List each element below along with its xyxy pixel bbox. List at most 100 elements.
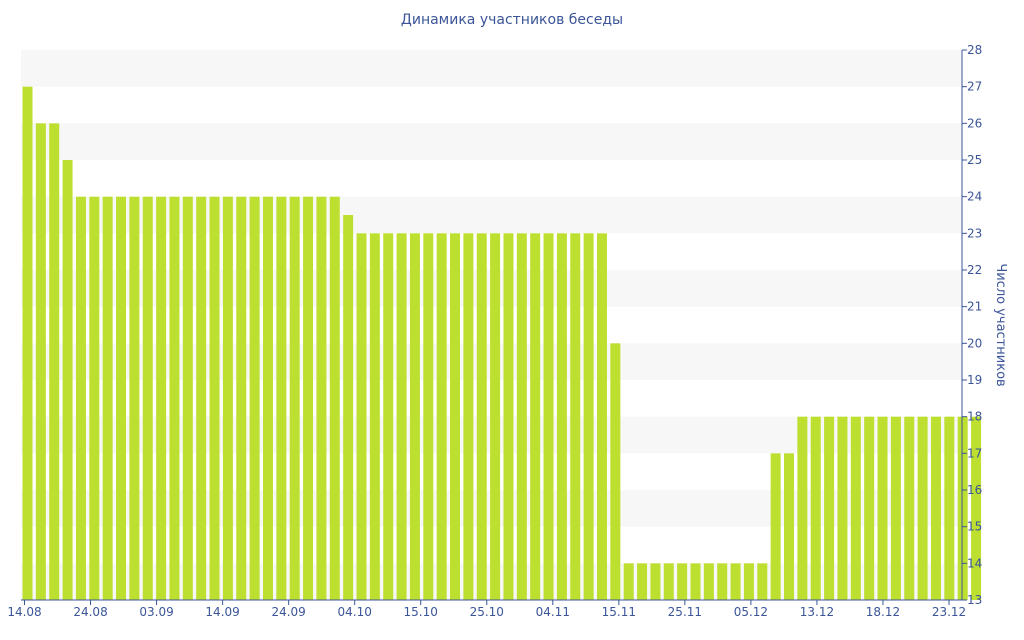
bar[interactable] <box>262 196 273 601</box>
bar[interactable] <box>797 416 808 600</box>
bar[interactable] <box>623 563 634 600</box>
bar[interactable] <box>169 196 180 601</box>
x-tick-label: 25.11 <box>668 605 702 619</box>
bar[interactable] <box>770 453 781 600</box>
y-tick-label: 23 <box>967 226 982 240</box>
bar[interactable] <box>22 86 33 601</box>
bar[interactable] <box>343 215 354 600</box>
y-axis: 13 14 15 16 17 18 19 20 21 22 23 24 25 26 27 28 <box>961 43 982 607</box>
bar[interactable] <box>784 453 795 600</box>
bar[interactable] <box>196 196 207 601</box>
bar[interactable] <box>663 563 674 600</box>
bar[interactable] <box>476 233 487 600</box>
y-tick-label: 15 <box>967 520 982 534</box>
y-tick-label: 27 <box>967 80 982 94</box>
bar[interactable] <box>850 416 861 600</box>
bar[interactable] <box>650 563 661 600</box>
bar[interactable] <box>877 416 888 600</box>
x-tick-label: 14.08 <box>7 605 41 619</box>
bar[interactable] <box>236 196 247 601</box>
y-tick-label: 13 <box>967 593 982 607</box>
x-tick-label: 18.12 <box>866 605 900 619</box>
bar[interactable] <box>249 196 260 601</box>
bar[interactable] <box>971 416 982 600</box>
chart-title: Динамика участников беседы <box>400 12 624 28</box>
bar[interactable] <box>610 343 621 600</box>
bar[interactable] <box>436 233 447 600</box>
bar[interactable] <box>75 196 86 601</box>
bar[interactable] <box>837 416 848 600</box>
y-tick-label: 21 <box>967 300 982 314</box>
bar[interactable] <box>142 196 153 601</box>
bar[interactable] <box>356 233 367 600</box>
x-tick-label: 13.12 <box>800 605 834 619</box>
y-tick-label: 25 <box>967 153 982 167</box>
bar[interactable] <box>383 233 394 600</box>
bar[interactable] <box>930 416 941 600</box>
bar[interactable] <box>703 563 714 600</box>
bar[interactable] <box>757 563 768 600</box>
bar[interactable] <box>596 233 607 600</box>
x-tick-label: 15.10 <box>404 605 438 619</box>
bar[interactable] <box>743 563 754 600</box>
bar[interactable] <box>450 233 461 600</box>
bar[interactable] <box>530 233 541 600</box>
bar[interactable] <box>570 233 581 600</box>
grid-band <box>21 50 962 87</box>
bar[interactable] <box>463 233 474 600</box>
bar[interactable] <box>717 563 728 600</box>
y-tick-label: 17 <box>967 446 982 460</box>
bar[interactable] <box>102 196 113 601</box>
bar[interactable] <box>677 563 688 600</box>
y-tick-label: 24 <box>967 190 982 204</box>
bar[interactable] <box>396 233 407 600</box>
bar[interactable] <box>730 563 741 600</box>
bar[interactable] <box>583 233 594 600</box>
bar[interactable] <box>824 416 835 600</box>
bar[interactable] <box>156 196 167 601</box>
bar[interactable] <box>490 233 501 600</box>
bar[interactable] <box>957 416 968 600</box>
x-tick-label: 03.09 <box>139 605 173 619</box>
y-tick-label: 16 <box>967 483 982 497</box>
bar[interactable] <box>904 416 915 600</box>
bar[interactable] <box>329 196 340 601</box>
bar[interactable] <box>116 196 127 601</box>
bar[interactable] <box>62 160 73 600</box>
x-tick-label: 24.08 <box>73 605 107 619</box>
bar[interactable] <box>503 233 514 600</box>
y-tick-label: 28 <box>967 43 982 57</box>
bar[interactable] <box>49 123 60 600</box>
bar[interactable] <box>944 416 955 600</box>
bar[interactable] <box>129 196 140 601</box>
bar[interactable] <box>423 233 434 600</box>
bar[interactable] <box>209 196 220 601</box>
bar[interactable] <box>637 563 648 600</box>
bar[interactable] <box>89 196 100 601</box>
y-tick-label: 19 <box>967 373 982 387</box>
bar[interactable] <box>690 563 701 600</box>
bar[interactable] <box>182 196 193 601</box>
bar[interactable] <box>864 416 875 600</box>
bar[interactable] <box>890 416 901 600</box>
bar[interactable] <box>276 196 287 601</box>
bar[interactable] <box>303 196 314 601</box>
bar[interactable] <box>810 416 821 600</box>
bar[interactable] <box>35 123 46 600</box>
bar[interactable] <box>543 233 554 600</box>
bar[interactable] <box>409 233 420 600</box>
x-tick-label: 25.10 <box>470 605 504 619</box>
x-tick-label: 05.12 <box>734 605 768 619</box>
bar[interactable] <box>516 233 527 600</box>
y-tick-label: 22 <box>967 263 982 277</box>
bar[interactable] <box>556 233 567 600</box>
bar[interactable] <box>222 196 233 601</box>
bar[interactable] <box>289 196 300 601</box>
bar[interactable] <box>917 416 928 600</box>
bar[interactable] <box>369 233 380 600</box>
bar-series <box>22 86 982 601</box>
x-tick-label: 23.12 <box>932 605 966 619</box>
bar[interactable] <box>316 196 327 601</box>
x-tick-label: 04.10 <box>337 605 371 619</box>
